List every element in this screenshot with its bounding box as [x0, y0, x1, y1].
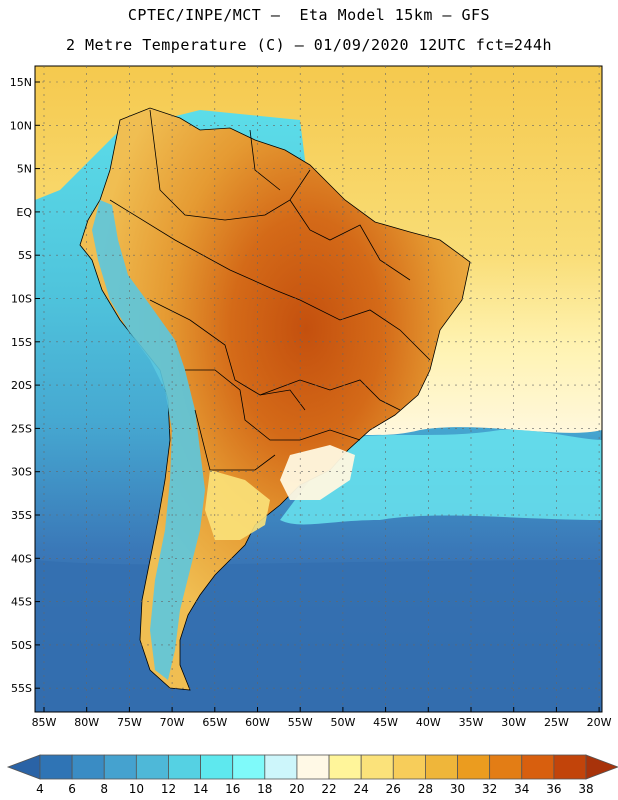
colorbar-label: 30: [450, 782, 465, 796]
lat-label: EQ: [16, 206, 32, 219]
lat-label: 55S: [11, 682, 32, 695]
colorbar-swatch: [328, 754, 362, 780]
colorbar-min-arrow: [6, 754, 41, 780]
lon-label: 60W: [245, 716, 270, 729]
lon-label: 25W: [544, 716, 569, 729]
latitude-labels: 15N 10N 5N EQ 5S 10S 15S 20S 25S 30S 35S 40S 45S 50S 5…: [10, 76, 33, 695]
lon-label: 65W: [202, 716, 227, 729]
lat-label: 10N: [10, 119, 32, 132]
lat-label: 30S: [11, 466, 32, 479]
lon-label: 50W: [330, 716, 355, 729]
country-borders: [109, 109, 431, 471]
colorbar-swatch: [71, 754, 105, 780]
colorbar-swatch: [521, 754, 555, 780]
colorbar-label: 34: [514, 782, 529, 796]
colorbar-label: 12: [161, 782, 176, 796]
lat-label: 40S: [11, 552, 32, 565]
colorbar-swatch: [553, 754, 587, 780]
lat-label: 20S: [11, 379, 32, 392]
lon-label: 35W: [459, 716, 484, 729]
colorbar-label: 38: [578, 782, 593, 796]
colorbar-label: 18: [257, 782, 272, 796]
lon-label: 20W: [587, 716, 612, 729]
colorbar-swatch: [425, 754, 458, 780]
colorbar-max-arrow: [585, 754, 618, 780]
lat-label: 10S: [11, 293, 32, 306]
colorbar-label: 26: [386, 782, 401, 796]
colorbar-swatch: [135, 754, 169, 780]
colorbar-label: 16: [225, 782, 240, 796]
lat-label: 50S: [11, 639, 32, 652]
colorbar-label: 24: [354, 782, 369, 796]
colorbar-swatch: [39, 754, 73, 780]
colorbar-swatch: [392, 754, 426, 780]
lat-label: 45S: [11, 596, 32, 609]
far-south-band: [35, 560, 602, 712]
colorbar-label: 32: [482, 782, 497, 796]
colorbar-label: 28: [418, 782, 433, 796]
colorbar-label: 10: [129, 782, 144, 796]
lon-label: 40W: [416, 716, 441, 729]
patagonia-warm-patch: [205, 470, 270, 540]
colorbar-label: 4: [36, 782, 44, 796]
colorbar-label: 6: [68, 782, 76, 796]
colorbar-swatch: [232, 754, 266, 780]
lon-label: 30W: [501, 716, 526, 729]
southern-brazil-cool: [280, 445, 355, 500]
colorbar-swatch: [103, 754, 137, 780]
lat-label: 15N: [10, 76, 32, 89]
lon-label: 85W: [32, 716, 57, 729]
colorbar-label: 14: [193, 782, 208, 796]
lat-label: 5S: [18, 249, 32, 262]
colorbar-label: 8: [100, 782, 108, 796]
lat-label: 5N: [17, 163, 32, 176]
andes-cold-strip: [92, 200, 205, 680]
colorbar-swatch: [168, 754, 201, 780]
colorbar: 4 6 8 10 12 14 16 18 20 22 24 26 28 30 32 34 36 38: [6, 754, 618, 796]
map-frame: [34, 65, 603, 713]
lat-label: 25S: [11, 422, 32, 435]
colorbar-label: 36: [546, 782, 561, 796]
lon-label: 75W: [117, 716, 142, 729]
lon-label: 45W: [373, 716, 398, 729]
colorbar-swatch: [489, 754, 523, 780]
longitude-labels: 85W 80W 75W 70W 65W 60W 55W 50W 45W 40W 35W 30W 25W 2…: [32, 716, 612, 729]
colorbar-swatch: [200, 754, 234, 780]
lon-label: 80W: [74, 716, 99, 729]
lat-label: 15S: [11, 336, 32, 349]
chart-title-line2: 2 Metre Temperature (C) – 01/09/2020 12U…: [65, 36, 553, 54]
lat-label: 35S: [11, 509, 32, 522]
colorbar-swatch: [264, 754, 298, 780]
graticule: [35, 66, 602, 712]
south-atlantic-band: [280, 429, 602, 525]
colorbar-label: 22: [321, 782, 336, 796]
colorbar-swatch: [296, 754, 330, 780]
chart-title-line1: CPTEC/INPE/MCT – Eta Model 15km – GFS: [127, 6, 491, 24]
colorbar-swatch: [360, 754, 394, 780]
colorbar-swatch: [457, 754, 491, 780]
lon-label: 55W: [288, 716, 313, 729]
lon-label: 70W: [160, 716, 185, 729]
colorbar-label: 20: [289, 782, 304, 796]
